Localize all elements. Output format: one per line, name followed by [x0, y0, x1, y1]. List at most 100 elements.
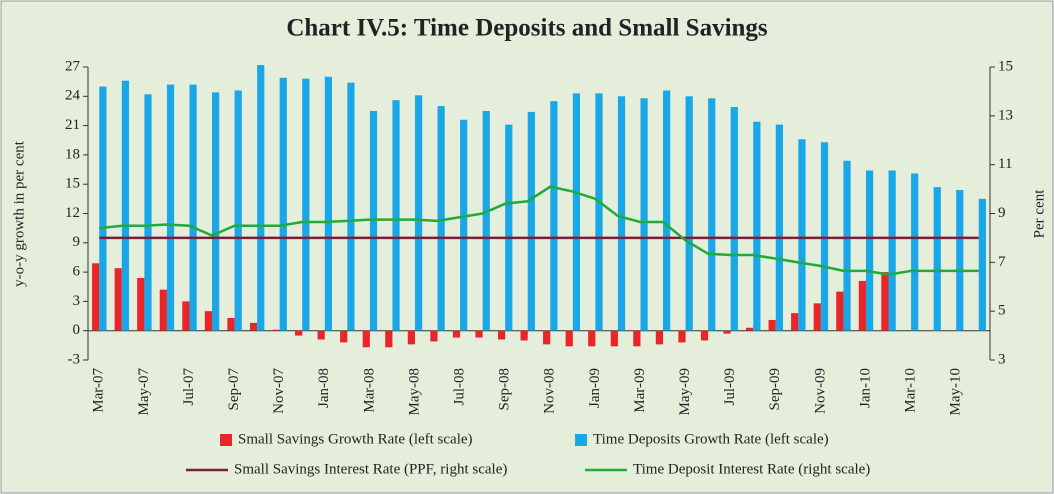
bar [295, 330, 303, 336]
bar [723, 330, 731, 334]
bar [820, 142, 829, 331]
x-tick-label: Nov-08 [542, 368, 558, 414]
bar [279, 77, 287, 331]
bar [768, 319, 776, 331]
x-tick-label: May-07 [136, 368, 152, 416]
bar [527, 111, 535, 331]
x-tick-label: Jul-09 [722, 368, 738, 406]
y-tick-label: -3 [68, 351, 81, 367]
x-tick-label: Nov-07 [271, 368, 287, 414]
bar [505, 124, 513, 331]
bar [482, 110, 490, 331]
bar [663, 90, 671, 331]
bar [121, 80, 130, 331]
bar [340, 330, 348, 343]
bar [257, 65, 265, 331]
bar [843, 160, 851, 331]
bar [317, 330, 325, 340]
x-tick-label: Jan-08 [316, 368, 332, 408]
bar [865, 170, 874, 331]
y-tick-label: 24 [65, 88, 81, 104]
legend-swatch [575, 434, 587, 446]
y2-tick-label: 13 [998, 107, 1013, 123]
x-tick-label: Mar-07 [91, 368, 107, 413]
bar [588, 330, 596, 347]
bar [640, 98, 648, 331]
bar [700, 330, 709, 341]
bar [272, 329, 280, 331]
bar [565, 330, 573, 347]
bar [730, 107, 738, 331]
bar [858, 280, 866, 331]
x-tick-label: Sep-09 [767, 368, 783, 411]
bar [572, 93, 581, 331]
bar [708, 98, 716, 331]
line-series [99, 185, 979, 276]
bar [212, 92, 220, 331]
y2-tick-label: 5 [998, 303, 1006, 319]
bar [685, 96, 693, 331]
y2-axis-label: Per cent [1031, 189, 1047, 239]
y2-tick-label: 11 [998, 156, 1012, 172]
bar [166, 84, 175, 331]
chart-title: Chart IV.5: Time Deposits and Small Savi… [286, 15, 768, 42]
bar [137, 277, 145, 331]
bar [414, 95, 423, 331]
bar [881, 272, 889, 331]
bar [392, 100, 400, 331]
legend-label: Time Deposits Growth Rate (left scale) [593, 431, 829, 447]
y2-tick-label: 15 [998, 58, 1013, 74]
bar [655, 330, 664, 345]
x-tick-label: Sep-07 [226, 368, 242, 411]
bar [99, 86, 107, 331]
bar [92, 263, 100, 331]
bar [888, 170, 896, 331]
legend-label: Small Savings Growth Rate (left scale) [238, 431, 473, 447]
y-tick-label: 15 [65, 176, 80, 192]
y2-tick-label: 7 [998, 254, 1006, 270]
x-tick-label: May-10 [948, 368, 964, 416]
legend-label: Time Deposit Interest Rate (right scale) [633, 461, 870, 477]
y-tick-label: 27 [65, 58, 81, 74]
bar [813, 303, 821, 331]
bar [933, 187, 941, 331]
bar [798, 139, 806, 331]
y2-tick-label: 3 [998, 351, 1006, 367]
y2-tick-label: 9 [998, 205, 1006, 221]
bar [362, 330, 370, 348]
bar [460, 119, 468, 331]
bar [678, 330, 686, 343]
bar [452, 330, 461, 338]
bar [385, 330, 393, 348]
bar [497, 330, 506, 340]
y-tick-label: 3 [73, 293, 81, 309]
bar [475, 330, 483, 338]
x-tick-label: Mar-10 [903, 368, 919, 413]
bar [114, 268, 122, 331]
y-tick-label: 6 [73, 264, 81, 280]
bar [617, 96, 626, 331]
bar [249, 322, 258, 331]
x-tick-label: Jul-08 [452, 368, 468, 406]
legend-label: Small Savings Interest Rate (PPF, right … [234, 461, 507, 477]
x-tick-label: Mar-08 [361, 368, 377, 413]
bar [956, 190, 964, 331]
x-tick-label: Sep-08 [497, 368, 513, 411]
bar [520, 330, 528, 341]
bar [234, 90, 242, 331]
bar [978, 198, 986, 331]
y-axis-label: y-o-y growth in per cent [11, 140, 27, 287]
y-tick-label: 0 [73, 322, 81, 338]
x-tick-label: Mar-09 [632, 368, 648, 413]
bar [775, 124, 783, 331]
bar [189, 84, 197, 331]
x-tick-label: Jan-09 [587, 368, 603, 408]
bar [407, 330, 415, 345]
bar [633, 330, 641, 347]
bar [159, 289, 167, 331]
x-tick-label: Nov-09 [812, 368, 828, 414]
bar [182, 301, 190, 331]
bar [543, 330, 551, 345]
